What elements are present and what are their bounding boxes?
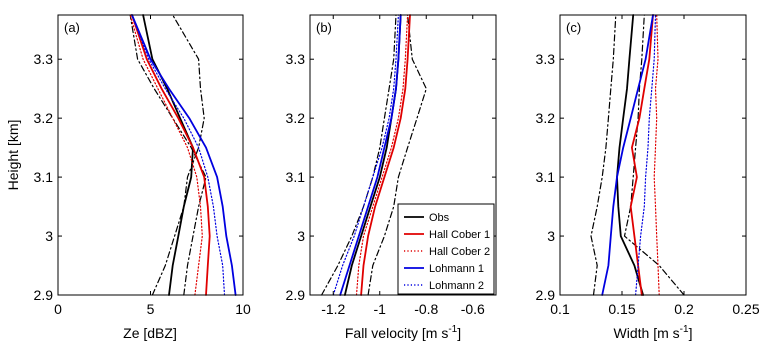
legend-label: Hall Cober 1 [429, 229, 490, 241]
legend-box [397, 203, 495, 295]
series-line-lohmann-1-solid-5 [131, 14, 237, 296]
x-tick-label: -1.2 [321, 301, 345, 317]
series-line-hall-cober-1-solid-3 [360, 14, 411, 296]
x-tick-label: -0.8 [414, 301, 438, 317]
legend-label: Lohmann 2 [429, 280, 484, 292]
panel-c: 0.1 0.15 0.2 0.25 2.9 3 3.1 3.2 3.3 (c) Width [m… [536, 14, 760, 341]
plot-frame [559, 14, 747, 296]
y-tick-label: 3.1 [286, 169, 306, 185]
legend-label: Lohmann 1 [429, 263, 484, 275]
series-line-lohmann-2-dotted-6 [131, 14, 226, 296]
x-axis-label: Ze [dBZ] [123, 325, 177, 341]
y-tick-label: 3 [297, 228, 305, 244]
plot-frame [57, 14, 244, 296]
y-tick-label: 2.9 [536, 287, 556, 303]
series-line-hall-cober-2-dotted-4 [129, 14, 203, 296]
series-line-hall-cober-1-solid-3 [131, 14, 211, 296]
plot-frame [309, 14, 497, 296]
series-line-obs-dashdot-2 [367, 14, 427, 296]
y-tick-label: 2.9 [34, 287, 54, 303]
panel-label: (c) [566, 20, 581, 35]
x-tick-label: 0.25 [732, 301, 759, 317]
y-tick-label: 3.3 [286, 51, 306, 67]
series-line-hall-cober-2-dotted-4 [355, 14, 409, 296]
y-tick-label: 3.2 [286, 110, 306, 126]
series-line-obs-solid-0 [142, 14, 194, 296]
x-tick-label: -0.6 [461, 301, 485, 317]
series-line-obs-dashdot-1 [590, 14, 617, 296]
series-line-hall-cober-1-solid-3 [629, 14, 654, 296]
x-axis-label: Width [m s-1] [614, 324, 693, 341]
y-tick-label: 3.3 [536, 51, 556, 67]
x-tick-label: -1 [374, 301, 387, 317]
x-tick-label: 0 [54, 301, 62, 317]
series-line-obs-dashdot-1 [321, 14, 397, 296]
series-line-hall-cober-2-dotted-4 [653, 14, 660, 296]
panel-a: 0 5 10 2.9 3 3.1 3.2 3.3 (a) Ze [dBZ] [34, 14, 251, 341]
y-tick-label: 3.1 [536, 169, 556, 185]
x-tick-label: 0.15 [608, 301, 635, 317]
legend: Obs Hall Cober 1 Hall Cober 2 Lohmann 1 Lohm… [397, 203, 495, 295]
x-axis-label: Fall velocity [m s-1] [345, 324, 461, 341]
panel-b: -1.2 -1 -0.8 -0.6 2.9 3 3.1 3.2 3.3 (b) Fall vel… [286, 14, 497, 341]
x-tick-label: 0.2 [674, 301, 694, 317]
series-line-lohmann-1-solid-5 [601, 14, 654, 296]
x-tick-label: 5 [147, 301, 155, 317]
panel-label: (a) [64, 20, 80, 35]
y-tick-label: 3 [547, 228, 555, 244]
y-tick-label: 3.3 [34, 51, 54, 67]
y-axis-label: Height [km] [5, 120, 21, 191]
series-line-lohmann-2-dotted-6 [332, 14, 399, 296]
series-line-obs-solid-0 [616, 14, 644, 296]
y-tick-label: 3.2 [34, 110, 54, 126]
x-tick-label: 10 [235, 301, 251, 317]
legend-label: Hall Cober 2 [429, 246, 490, 258]
y-tick-label: 3.2 [536, 110, 556, 126]
series-line-obs-dashdot-1 [151, 14, 205, 296]
y-tick-label: 2.9 [286, 287, 306, 303]
y-tick-label: 3 [45, 228, 53, 244]
x-tick-label: 0.1 [550, 301, 570, 317]
panel-label: (b) [316, 20, 332, 35]
y-tick-label: 3.1 [34, 169, 54, 185]
series-line-lohmann-1-solid-5 [339, 14, 402, 296]
legend-label: Obs [429, 212, 450, 224]
series-line-lohmann-2-dotted-6 [634, 14, 657, 296]
series-line-obs-dashdot-2 [129, 14, 207, 296]
